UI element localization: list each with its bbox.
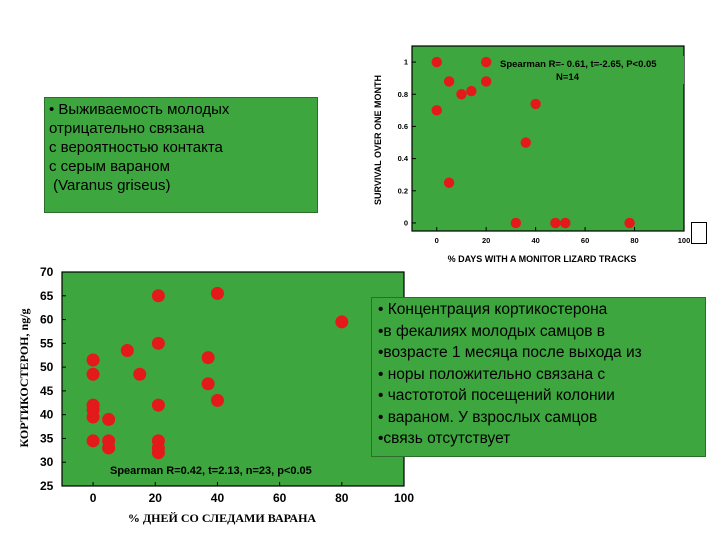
data-point bbox=[86, 367, 100, 381]
data-point bbox=[466, 85, 477, 97]
data-point bbox=[86, 410, 100, 424]
data-point bbox=[480, 56, 492, 68]
corticosterone-chart-annotation: Spearman R=0.42, t=2.13, n=23, p<0.05 bbox=[110, 465, 312, 477]
data-point bbox=[201, 377, 215, 391]
y-tick-label: 25 bbox=[40, 479, 54, 493]
corticosterone-note-line-5: • частототой посещений колонии bbox=[378, 387, 615, 404]
survival-chart-y-label: SURVIVAL OVER ONE MONTH bbox=[373, 75, 383, 205]
y-tick-label: 0.4 bbox=[398, 154, 409, 163]
y-tick-label: 0.6 bbox=[398, 122, 408, 131]
survival-chart-annotation-box bbox=[494, 56, 684, 84]
data-point bbox=[151, 289, 165, 303]
corticosterone-chart-plot-area bbox=[61, 271, 405, 487]
survival-note-line-4: с серым вараном bbox=[49, 158, 170, 175]
corticosterone-chart-y-ticks: 25 30 35 40 45 50 55 60 65 70 bbox=[40, 265, 66, 493]
y-tick-label: 50 bbox=[40, 360, 54, 374]
x-tick-label: 20 bbox=[149, 491, 163, 505]
corticosterone-chart-points bbox=[86, 286, 349, 460]
data-point bbox=[210, 393, 224, 407]
x-tick-label: 80 bbox=[630, 236, 638, 245]
data-point bbox=[102, 441, 116, 455]
x-tick-label: 40 bbox=[211, 491, 225, 505]
y-tick-label: 55 bbox=[40, 336, 54, 350]
data-point bbox=[151, 336, 165, 350]
corticosterone-note-line-3: •возрасте 1 месяца после выхода из bbox=[378, 344, 642, 361]
data-point bbox=[530, 98, 541, 110]
x-tick-label: 40 bbox=[531, 236, 539, 245]
y-tick-label: 45 bbox=[40, 384, 54, 398]
data-point bbox=[133, 367, 147, 381]
survival-chart-x-label: % DAYS WITH A MONITOR LIZARD TRACKS bbox=[448, 254, 637, 264]
y-tick-label: 30 bbox=[40, 455, 54, 469]
data-point bbox=[120, 343, 134, 357]
corticosterone-chart-group: 25 30 35 40 45 50 55 60 65 70 0 20 40 60 80 100 КОРТИК… bbox=[17, 265, 414, 525]
corticosterone-chart-x-ticks: 0 20 40 60 80 100 bbox=[90, 482, 414, 505]
survival-note-line-1: • Выживаемость молодых bbox=[49, 101, 230, 118]
data-point bbox=[102, 412, 116, 426]
data-point bbox=[151, 398, 165, 412]
survival-chart-group: 0 0.2 0.4 0.6 0.8 1 0 20 40 60 80 100 SURVIVAL OVE… bbox=[373, 45, 691, 264]
y-tick-label: 65 bbox=[40, 289, 54, 303]
corticosterone-note-line-2: •в фекалиях молодых самцов в bbox=[378, 322, 606, 340]
x-tick-label: 20 bbox=[482, 236, 490, 245]
survival-chart-annotation-line-2: N=14 bbox=[556, 72, 580, 83]
data-point bbox=[480, 76, 492, 87]
data-point bbox=[456, 89, 467, 100]
data-point bbox=[560, 217, 571, 229]
data-point bbox=[201, 351, 215, 365]
y-tick-label: 35 bbox=[40, 431, 54, 445]
survival-note-line-3: с вероятностью контакта bbox=[49, 139, 223, 156]
x-tick-label: 80 bbox=[335, 491, 349, 505]
corticosterone-note-line-1: • Концентрация кортикостерона bbox=[378, 301, 608, 318]
corticosterone-chart-annotation-box bbox=[104, 460, 364, 478]
data-point bbox=[431, 56, 442, 68]
y-tick-label: 0.8 bbox=[398, 90, 408, 99]
x-tick-label: 0 bbox=[435, 236, 439, 245]
y-tick-label: 0 bbox=[404, 218, 408, 227]
corticosterone-note-box: • Концентрация кортикостерона •в фекалия… bbox=[371, 297, 706, 457]
data-point bbox=[86, 353, 100, 367]
corticosterone-chart-y-label: КОРТИКОСТЕРОН, ng/g bbox=[17, 308, 31, 447]
survival-note-line-2: отрицательно связана bbox=[49, 120, 205, 137]
data-point bbox=[151, 446, 165, 460]
data-point bbox=[510, 217, 522, 229]
survival-chart-x-ticks: 0 20 40 60 80 100 bbox=[435, 227, 691, 245]
data-point bbox=[550, 217, 561, 229]
survival-note-box: • Выживаемость молодых отрицательно связ… bbox=[44, 97, 318, 213]
data-point bbox=[624, 217, 635, 229]
y-tick-label: 40 bbox=[40, 408, 54, 422]
x-tick-label: 0 bbox=[90, 491, 97, 505]
survival-chart-y-ticks: 0 0.2 0.4 0.6 0.8 1 bbox=[398, 58, 416, 227]
y-tick-label: 0.2 bbox=[398, 186, 408, 195]
x-tick-label: 100 bbox=[678, 236, 691, 245]
data-point bbox=[335, 315, 349, 329]
x-tick-label: 60 bbox=[273, 491, 287, 505]
corticosterone-note-line-7: •связь отсутствует bbox=[378, 430, 511, 447]
y-tick-label: 60 bbox=[40, 313, 54, 327]
y-tick-label: 1 bbox=[404, 58, 408, 67]
survival-note-line-5: (Varanus griseus) bbox=[49, 177, 171, 194]
y-tick-label: 70 bbox=[40, 265, 54, 279]
data-point bbox=[431, 105, 442, 116]
data-point bbox=[86, 434, 100, 448]
corticosterone-note-line-4: • норы положительно связана с bbox=[378, 365, 606, 383]
data-point bbox=[443, 76, 455, 87]
corticosterone-chart-x-label: % ДНЕЙ СО СЛЕДАМИ ВАРАНА bbox=[128, 511, 317, 525]
data-point bbox=[520, 137, 531, 148]
corticosterone-note-line-6: • вараном. У взрослых самцов bbox=[378, 408, 598, 426]
survival-chart-annotation-line-1: Spearman R=- 0.61, t=-2.65, P<0.05 bbox=[500, 59, 657, 70]
data-point bbox=[443, 177, 455, 188]
x-tick-label: 100 bbox=[394, 491, 414, 505]
survival-chart-points bbox=[431, 56, 635, 229]
empty-box bbox=[691, 222, 707, 244]
data-point bbox=[210, 286, 224, 300]
x-tick-label: 60 bbox=[581, 236, 589, 245]
